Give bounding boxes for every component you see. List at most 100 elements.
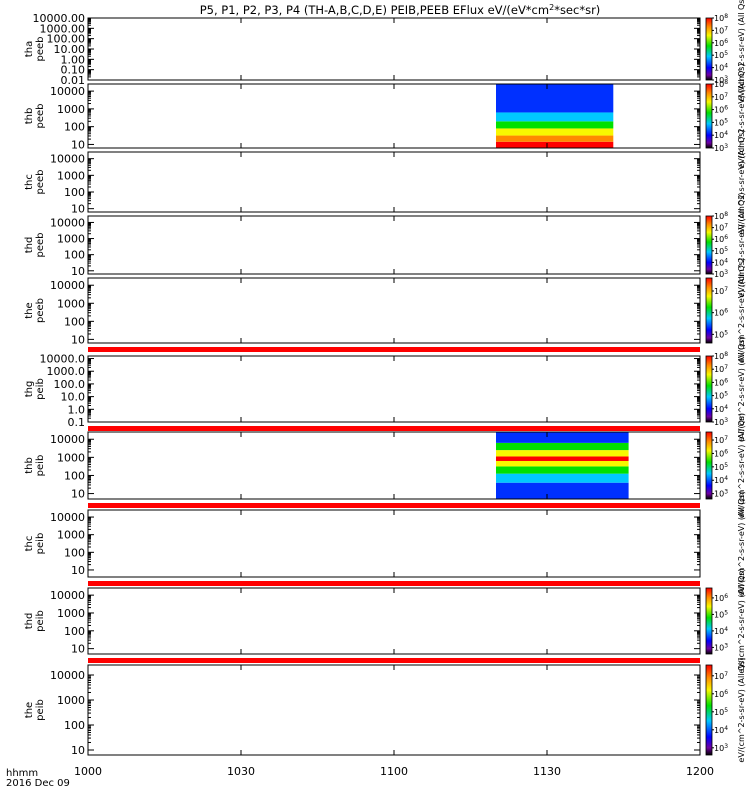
- colorbar-tick-label: 104: [714, 257, 728, 267]
- colorbar-label: eV/(cm^2-s-sr-eV) (All Qs): [737, 568, 746, 673]
- colorbar-tick-label: 106: [714, 377, 728, 387]
- colorbar-tick-label: 106: [714, 308, 728, 318]
- x-tick-label: 1130: [533, 765, 561, 778]
- x-axis-label-date: 2016 Dec 09: [6, 778, 70, 789]
- panel-y-label: thc peeb: [24, 170, 46, 195]
- spectrogram-band: [496, 432, 629, 443]
- spectrogram-band: [496, 135, 614, 142]
- panel-y-label: thd peeb: [24, 233, 46, 258]
- spectrogram-band: [496, 121, 614, 129]
- colorbar: [705, 17, 713, 81]
- panel-y-label: the peeb: [24, 298, 46, 323]
- colorbar-label: eV/(cm^2-s-sr-eV) (All Qs): [737, 657, 746, 762]
- panel-y-label: thg peib: [24, 378, 46, 400]
- probe-label: thd: [24, 237, 35, 254]
- probe-label: thc: [24, 174, 35, 190]
- panel-frame: [87, 587, 701, 655]
- instrument-label: peib: [35, 455, 46, 477]
- colorbar-label: eV/(cm^2-s-sr-eV) (All Qs): [737, 129, 746, 234]
- panel-y-label: the peib: [24, 699, 46, 721]
- spectrogram-band: [496, 450, 629, 457]
- colorbar-tick-label: 106: [714, 38, 728, 48]
- colorbar-tick-label: 103: [714, 417, 728, 427]
- colorbar-tick-label: 103: [714, 489, 728, 499]
- panel-y-label: tha peeb: [24, 37, 46, 62]
- y-tick-label: 100: [64, 719, 85, 732]
- colorbar-tick-label: 103: [714, 743, 728, 753]
- colorbar-label: eV/(cm^2-s-sr-eV) (All Qs): [737, 192, 746, 297]
- y-tick-label: 1000.00: [40, 22, 86, 35]
- instrument-label: peib: [35, 378, 46, 400]
- x-axis: 1000 1030 1100 1130 1200: [74, 765, 714, 778]
- colorbar-tick-label: 105: [714, 117, 728, 127]
- y-tick-label: 1000: [57, 607, 85, 620]
- colorbar-tick-label: 103: [714, 269, 728, 279]
- colorbar-tick-label: 107: [714, 25, 728, 35]
- x-axis-label-hhmm: hhmm: [6, 768, 38, 779]
- colorbar-label: eV/(cm^2-s-sr-eV) (All Qs): [737, 413, 746, 518]
- colorbar-tick-label: 106: [714, 593, 728, 603]
- panel-frame: [87, 215, 701, 275]
- y-tick-label: 100: [64, 625, 85, 638]
- panel-frame: [87, 355, 701, 423]
- y-tick-label: 1.0: [68, 403, 86, 416]
- y-tick-label: 100: [64, 469, 85, 482]
- y-tick-label: 10: [71, 744, 85, 757]
- probe-label: thd: [24, 613, 35, 630]
- y-tick-label: 0.01: [61, 74, 86, 87]
- panel-frame: [87, 277, 701, 344]
- panel-y-label: thd peib: [24, 610, 46, 632]
- panel-frame: [87, 664, 701, 756]
- y-tick-label: 10000: [50, 279, 85, 292]
- x-tick-label: 1200: [686, 765, 714, 778]
- colorbar-label: eV/(cm^2-s-sr-eV) (All Qs): [737, 336, 746, 441]
- panel-the-peeb: 10000 1000 100 10 the peeb 105 106 107 eV/(cm^2-s…: [24, 258, 746, 363]
- spectrogram-band: [496, 456, 629, 461]
- spectrogram-band: [496, 473, 629, 483]
- spectrogram-band: [496, 442, 629, 451]
- panel-thc-peib: 10000 1000 100 10 thc peib eV/(cm^2-s-sr-eV) (…: [24, 491, 746, 596]
- spectrogram-band: [496, 141, 614, 148]
- colorbar-tick-label: 107: [714, 223, 728, 233]
- probe-label: thb: [24, 108, 35, 125]
- colorbar-tick-label: 104: [714, 63, 728, 73]
- colorbar-tick-label: 105: [714, 391, 728, 401]
- colorbar-label: eV/(cm^2-s-sr-eV) (All Qs): [737, 63, 746, 168]
- spectrogram-band: [496, 466, 629, 474]
- colorbar-tick-label: 105: [714, 462, 728, 472]
- panel-thc-peeb: 10000 1000 100 10 thc peeb eV/(cm^2-s-sr-eV) (…: [24, 129, 746, 234]
- colorbar-tick-label: 105: [714, 609, 728, 619]
- colorbar-tick-label: 106: [714, 234, 728, 244]
- colorbar: [705, 83, 713, 149]
- colorbar-tick-label: 103: [714, 75, 728, 85]
- y-tick-label: 10000: [50, 85, 85, 98]
- colorbar-tick-label: 106: [714, 105, 728, 115]
- instrument-label: peib: [35, 699, 46, 721]
- y-tick-label: 1000: [57, 233, 85, 246]
- y-tick-label: 100: [64, 315, 85, 328]
- x-tick-label: 1000: [74, 765, 102, 778]
- red-stripe: [88, 426, 700, 431]
- spectrogram-band: [496, 460, 629, 467]
- y-tick-label: 10000: [50, 589, 85, 602]
- y-tick-label: 1000: [57, 529, 85, 542]
- panel-y-label: thc peib: [24, 533, 46, 555]
- probe-label: the: [24, 702, 35, 718]
- colorbar-tick-label: 107: [714, 435, 728, 445]
- panel-frame: [87, 151, 701, 213]
- spectrogram-band: [496, 112, 614, 122]
- instrument-label: peeb: [35, 37, 46, 62]
- colorbar-tick-label: 103: [714, 642, 728, 652]
- y-tick-label: 10000: [50, 433, 85, 446]
- colorbar-label: eV/(cm^2-s-sr-eV) (All Qs): [737, 491, 746, 596]
- y-tick-label: 100: [64, 249, 85, 262]
- y-tick-label: 100: [64, 121, 85, 134]
- panel-the-peib: 10000 1000 100 10 the peib 103 104 105 106 107 eV/(…: [24, 657, 746, 762]
- probe-label: tha: [24, 41, 35, 57]
- red-stripe: [88, 581, 700, 586]
- y-tick-label: 1000: [57, 297, 85, 310]
- panel-thd-peib: 10000 1000 100 10 thd peib 103 104 105 106 eV/(cm^…: [24, 568, 746, 673]
- red-stripe: [88, 658, 700, 663]
